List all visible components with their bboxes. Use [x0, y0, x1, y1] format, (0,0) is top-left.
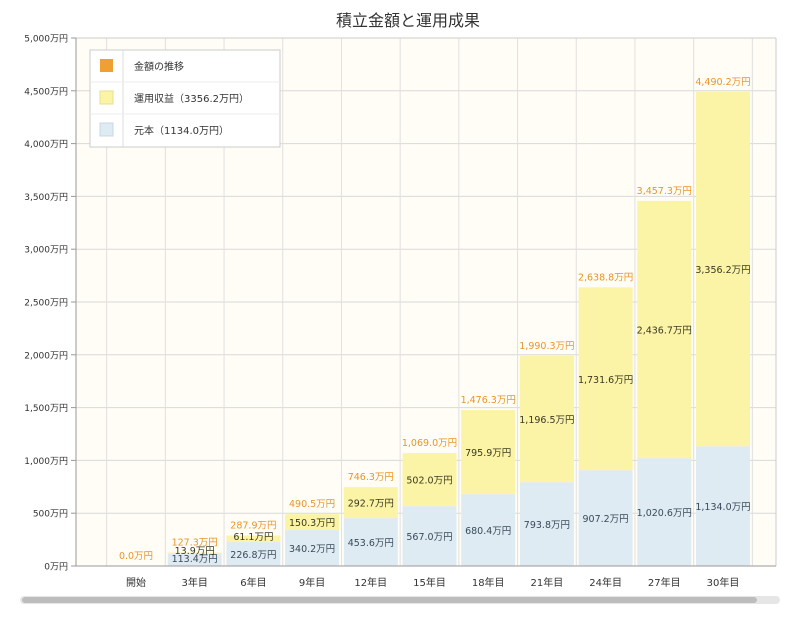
- y-tick-label: 5,000万円: [24, 34, 68, 45]
- bar-principal: [519, 482, 574, 566]
- data-label-total: 4,490.2万円: [695, 77, 750, 88]
- data-label-principal: 453.6万円: [348, 538, 394, 549]
- data-label-returns: 2,436.7万円: [637, 326, 692, 337]
- bar-returns: [578, 287, 633, 471]
- x-tick-label: 21年目: [531, 576, 564, 589]
- data-label-total: 287.9万円: [230, 521, 276, 532]
- x-tick-label: 24年目: [589, 576, 622, 589]
- data-label-returns: 13.9万円: [175, 546, 215, 557]
- bar-returns: [637, 200, 692, 459]
- data-label-principal: 340.2万円: [289, 544, 335, 555]
- data-label-returns: 150.3万円: [289, 518, 335, 529]
- data-label-total: 3,457.3万円: [637, 186, 692, 197]
- legend-label-returns: 運用収益（3356.2万円）: [134, 92, 249, 105]
- bar-principal: [578, 470, 633, 566]
- bar-series: [167, 91, 750, 566]
- data-label-principal: 907.2万円: [582, 514, 628, 525]
- x-tick-label: 3年目: [182, 576, 208, 589]
- data-label-returns: 502.0万円: [406, 476, 452, 487]
- x-tick-label: 6年目: [240, 576, 266, 589]
- data-label-total: 127.3万円: [172, 538, 218, 549]
- y-tick-label: 1,000万円: [24, 456, 68, 467]
- data-label-total: 746.3万円: [348, 472, 394, 483]
- x-tick-label: 30年目: [707, 576, 740, 589]
- bar-returns: [226, 535, 281, 543]
- data-label-returns: 292.7万円: [348, 499, 394, 510]
- data-label-total: 490.5万円: [289, 499, 335, 510]
- y-tick-label: 500万円: [33, 509, 68, 520]
- legend: 金額の推移 運用収益（3356.2万円） 元本（1134.0万円）: [89, 49, 281, 148]
- y-tick-label: 0万円: [44, 562, 68, 573]
- y-axis: 0万円 500万円 1,000万円 1,500万円 2,000万円 2,500万円 3,00…: [24, 34, 77, 573]
- legend-label-total: 金額の推移: [134, 60, 184, 73]
- bar-returns: [402, 453, 457, 507]
- bar-returns: [285, 514, 340, 531]
- data-label-returns: 1,731.6万円: [578, 375, 633, 386]
- data-label-total: 1,476.3万円: [461, 395, 516, 406]
- data-label-principal: 226.8万円: [230, 550, 276, 561]
- legend-label-principal: 元本（1134.0万円）: [134, 124, 229, 137]
- data-label-returns: 795.9万円: [465, 448, 511, 459]
- bar-principal: [402, 506, 457, 566]
- legend-swatch-principal: [99, 122, 114, 137]
- legend-swatch-total: [100, 59, 113, 72]
- x-tick-label: 12年目: [354, 576, 387, 589]
- bar-principal: [285, 530, 340, 566]
- x-tick-label: 15年目: [413, 576, 446, 589]
- y-tick-label: 4,000万円: [24, 139, 68, 150]
- data-label-total: 0.0万円: [119, 551, 153, 562]
- y-tick-label: 2,500万円: [24, 298, 68, 309]
- bar-principal: [167, 554, 222, 566]
- data-label-total: 1,990.3万円: [519, 341, 574, 352]
- bar-principal: [226, 542, 281, 566]
- bar-returns: [461, 410, 516, 495]
- bar-returns: [343, 487, 398, 519]
- y-tick-label: 1,500万円: [24, 403, 68, 414]
- x-tick-label: 18年目: [472, 576, 505, 589]
- data-label-returns: 61.1万円: [233, 532, 273, 543]
- data-label-principal: 1,020.6万円: [637, 508, 692, 519]
- data-label-total: 2,638.8万円: [578, 272, 633, 283]
- y-tick-label: 4,500万円: [24, 86, 68, 97]
- chart-title: 積立金額と運用成果: [336, 11, 480, 30]
- bar-returns: [167, 552, 222, 555]
- legend-swatch-returns: [99, 90, 114, 105]
- data-label-principal: 113.4万円: [172, 554, 218, 565]
- legend-box: [89, 49, 281, 148]
- data-label-returns: 1,196.5万円: [519, 415, 574, 426]
- x-axis: 開始 3年目 6年目 9年目 12年目 15年目 18年目 21年目 24年目 27年目 30年目: [76, 565, 776, 589]
- data-label-principal: 793.8万円: [524, 520, 570, 531]
- bar-returns: [696, 91, 750, 447]
- x-tick-label: 27年目: [648, 576, 681, 589]
- y-tick-label: 3,000万円: [24, 245, 68, 256]
- scrollbar-thumb[interactable]: [22, 597, 757, 603]
- data-label-principal: 680.4万円: [465, 526, 511, 537]
- y-tick-label: 3,500万円: [24, 192, 68, 203]
- data-label-principal: 1,134.0万円: [695, 502, 750, 513]
- bar-principal: [696, 446, 750, 566]
- data-label-principal: 567.0万円: [406, 532, 452, 543]
- bar-principal: [343, 518, 398, 566]
- x-tick-label: 9年目: [299, 576, 325, 589]
- data-label-returns: 3,356.2万円: [695, 265, 750, 276]
- bar-principal: [461, 494, 516, 566]
- bar-principal: [637, 458, 692, 566]
- x-tick-label: 開始: [126, 576, 146, 589]
- y-tick-label: 2,000万円: [24, 350, 68, 361]
- data-label-total: 1,069.0万円: [402, 438, 457, 449]
- bar-returns: [519, 355, 574, 483]
